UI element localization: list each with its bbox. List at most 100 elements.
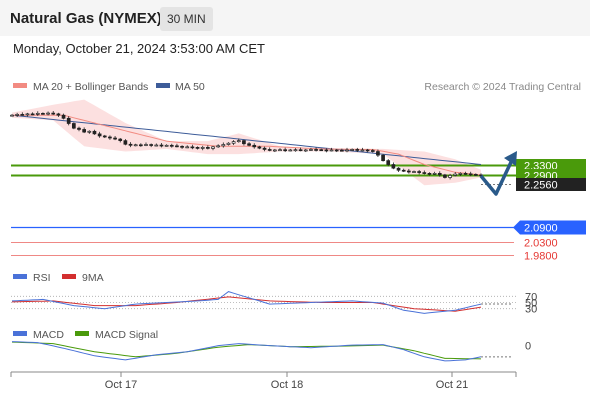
candle-body [443, 174, 447, 178]
candle-body [401, 169, 406, 172]
candle-body [355, 149, 360, 151]
candle-body [283, 149, 288, 152]
candle-body [15, 114, 20, 116]
candle-body [175, 145, 179, 148]
candle-body [164, 144, 169, 147]
candle-body [463, 172, 468, 175]
candle-body [190, 146, 195, 149]
ma9-legend-label: 9MA [82, 272, 104, 284]
candle-body [278, 149, 282, 152]
candle-body [185, 146, 190, 149]
candle-body [417, 171, 422, 173]
candle-body [473, 174, 478, 176]
macd-tick-label: 0 [525, 341, 531, 353]
timeframe-badge[interactable]: 30 MIN [160, 7, 213, 31]
candle-body [56, 113, 61, 116]
macd-panel: 0 [11, 341, 531, 362]
candle-body [180, 145, 184, 148]
candle-body [154, 144, 159, 147]
candle-body [432, 172, 437, 175]
candle-body [396, 167, 401, 171]
candle-body [138, 144, 143, 147]
macd-signal-legend-label: MACD Signal [95, 329, 158, 341]
candle-body [453, 173, 458, 176]
candle-body [66, 117, 71, 124]
ma20-legend-swatch [13, 83, 27, 88]
candle-body [437, 172, 442, 176]
candle-body [360, 149, 365, 152]
candle-body [339, 149, 344, 152]
rsi-tick-label: 70 [525, 291, 537, 303]
ma9-line [11, 296, 482, 312]
candle-body [314, 149, 318, 151]
candle-body [468, 173, 473, 176]
candle-body [205, 147, 210, 149]
candle-body [118, 138, 123, 141]
rsi-tick-label: 50 [525, 298, 537, 310]
macd-line [11, 341, 482, 362]
candle-body [71, 123, 76, 129]
candle-body [262, 147, 267, 150]
pivot-label: 2.0900 [524, 223, 558, 235]
x-tick-label: Oct 18 [271, 379, 303, 391]
candle-body [458, 172, 463, 175]
candle-body [82, 129, 87, 133]
candle-body [309, 149, 313, 151]
forecast-arrowhead [504, 151, 517, 166]
support-label: 1.9800 [524, 251, 558, 263]
timestamp: Monday, October 21, 2024 3:53:00 AM CET [13, 41, 265, 56]
x-tick-label: Oct 17 [105, 379, 137, 391]
candle-body [77, 127, 81, 130]
candle-body [386, 160, 391, 165]
candle-body [113, 137, 117, 140]
forecast-arrow-path [479, 159, 514, 196]
candle-body [242, 140, 246, 145]
rsi-line [11, 291, 482, 314]
x-tick-label: Oct 21 [436, 379, 468, 391]
macd-signal-legend-swatch [75, 331, 89, 336]
candle-body [149, 144, 154, 146]
candle-body [303, 149, 308, 152]
candle-body [133, 144, 138, 147]
ma50-legend-swatch [156, 83, 170, 88]
candle-body [427, 172, 432, 175]
candle-body [365, 149, 370, 152]
candle-body [30, 113, 35, 116]
macd-legend-swatch [13, 331, 27, 336]
candle-body [329, 149, 334, 152]
candle-body [221, 144, 226, 147]
candle-body [257, 146, 262, 149]
candle-body [92, 130, 97, 135]
candle-body [144, 144, 148, 146]
credit-label: Research © 2024 Trading Central [424, 81, 581, 93]
candle-body [319, 149, 324, 152]
candle-body [195, 147, 200, 149]
candle-body [46, 112, 50, 115]
candle-body [293, 149, 298, 152]
candle-body [406, 170, 411, 173]
ma50-legend-label: MA 50 [175, 81, 205, 93]
candle-body [448, 175, 452, 178]
header-bar: Natural Gas (NYMEX) 30 MIN [0, 0, 590, 36]
candle-body [108, 136, 112, 139]
candle-body [422, 172, 427, 174]
candle-body [350, 149, 355, 151]
instrument-title: Natural Gas (NYMEX) [10, 10, 162, 27]
candle-body [128, 143, 133, 146]
candle-body [267, 149, 272, 151]
candle-body [272, 149, 277, 152]
candle-body [87, 130, 92, 133]
support-label: 2.0300 [524, 238, 558, 250]
candle-body [61, 114, 66, 119]
candle-body [10, 114, 14, 117]
rsi-legend-swatch [13, 274, 27, 279]
candle-body [97, 133, 102, 137]
candle-body [211, 146, 215, 149]
macd-signal-line [11, 341, 482, 360]
last-price-tag [516, 178, 586, 191]
candle-body [376, 151, 380, 156]
ma9-legend-swatch [62, 274, 76, 279]
resistance-tag [516, 159, 586, 172]
